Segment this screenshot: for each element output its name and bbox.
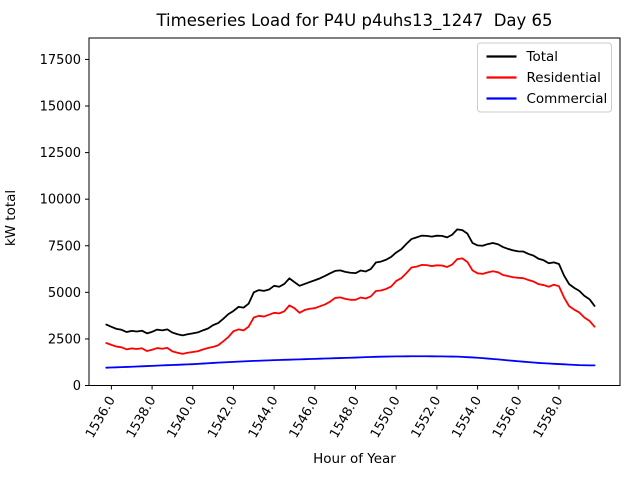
x-tick-label: 1546.0	[287, 394, 323, 441]
x-tick-label: 1542.0	[205, 394, 241, 441]
legend-box	[477, 42, 612, 113]
x-tick-label: 1556.0	[490, 394, 526, 441]
x-tick-label: 1548.0	[327, 394, 363, 441]
x-tick-label: 1554.0	[449, 394, 485, 441]
y-tick-label: 0	[73, 379, 81, 394]
x-tick-label: 1536.0	[83, 394, 119, 441]
legend: Total Residential Commercial	[477, 42, 612, 113]
y-tick-label: 17500	[40, 53, 81, 68]
x-tick-label: 1558.0	[531, 394, 567, 441]
x-tick-label: 1550.0	[368, 394, 404, 441]
y-tick-label: 5000	[48, 286, 81, 301]
x-axis-label: Hour of Year	[313, 451, 396, 467]
series-lines	[105, 228, 596, 369]
x-tick-label: 1540.0	[164, 394, 200, 441]
y-axis-ticks: 0 2500 5000 7500 10000 12500 15000 17500	[40, 53, 89, 394]
legend-label-residential: Residential	[527, 70, 601, 86]
plot-area: 1536.0 1538.0 1540.0 1542.0 1544.0 1546.0 1548…	[40, 37, 621, 441]
axes-frame	[88, 37, 621, 386]
y-tick-label: 10000	[40, 193, 81, 208]
x-tick-label: 1544.0	[246, 394, 282, 441]
series-line-total	[105, 228, 596, 337]
legend-label-commercial: Commercial	[527, 91, 608, 107]
y-axis-label: kW total	[3, 190, 19, 246]
x-tick-label: 1538.0	[124, 394, 160, 441]
chart-title: Timeseries Load for P4U p4uhs13_1247 Day…	[155, 11, 552, 31]
x-tick-label: 1552.0	[409, 394, 445, 441]
y-tick-label: 7500	[48, 239, 81, 254]
y-tick-label: 12500	[40, 146, 81, 161]
y-tick-label: 15000	[40, 100, 81, 115]
y-tick-label: 2500	[48, 332, 81, 347]
legend-label-total: Total	[526, 49, 559, 65]
x-axis-ticks: 1536.0 1538.0 1540.0 1542.0 1544.0 1546.0 1548…	[83, 385, 567, 441]
series-line-commercial	[105, 355, 596, 369]
series-line-residential	[105, 257, 596, 355]
